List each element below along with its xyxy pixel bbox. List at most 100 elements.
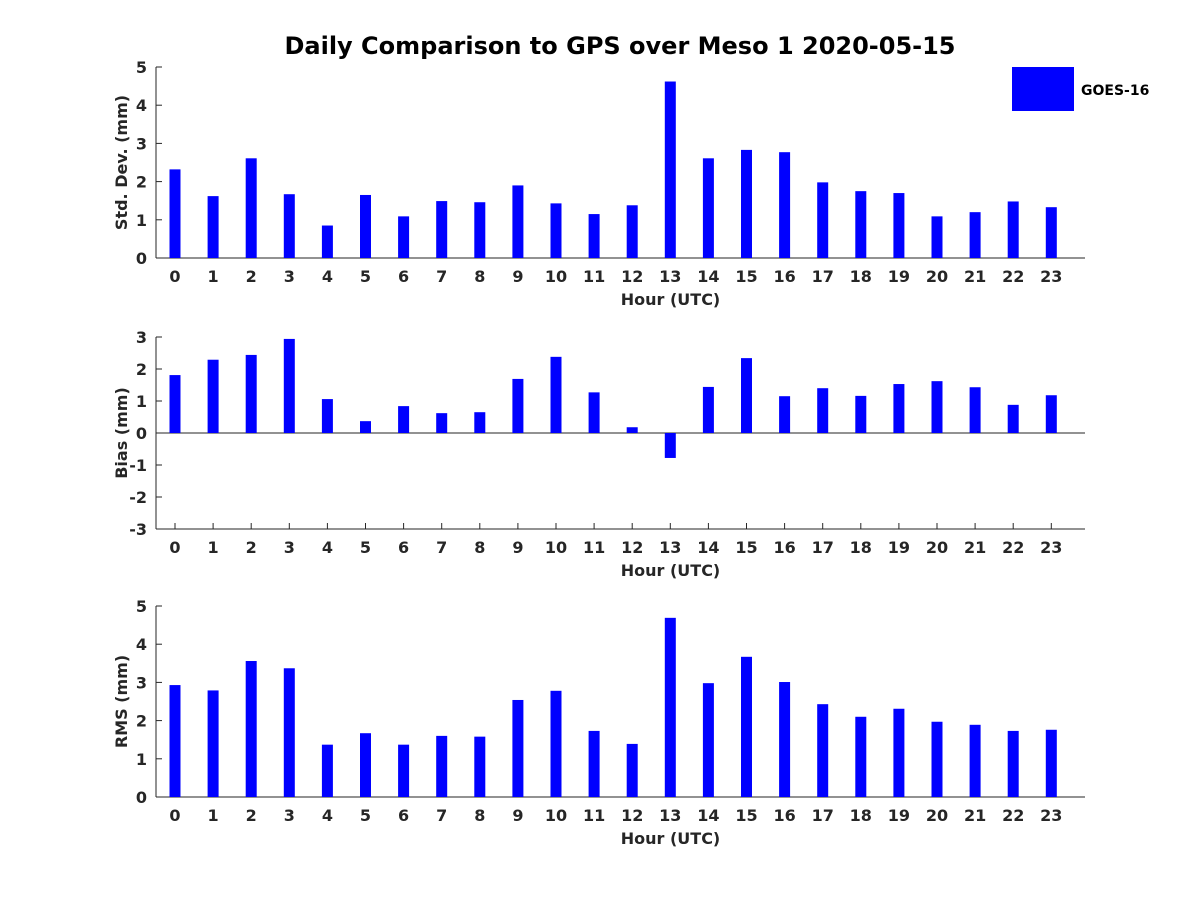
bias-y-axis-label: Bias (mm) (112, 387, 131, 479)
std-dev-x-tick-label: 20 (926, 267, 948, 286)
std-dev-bar (169, 169, 181, 258)
std-dev-x-tick-label: 16 (773, 267, 795, 286)
std-dev-bar (664, 81, 676, 259)
std-dev-bar (779, 152, 791, 258)
rms-bar (664, 617, 676, 797)
std-dev-x-tick-label: 1 (208, 267, 219, 286)
bias-y-tick-label: -2 (129, 488, 147, 507)
bias-bar (702, 386, 714, 433)
rms-x-tick-label: 6 (398, 806, 409, 825)
bias-x-tick-label: 8 (474, 538, 485, 557)
std-dev-bar (702, 158, 714, 258)
bias-y-tick-label: 0 (136, 424, 147, 443)
bias-bar (893, 384, 905, 433)
rms-x-tick-label: 7 (436, 806, 447, 825)
std-dev-bar (207, 196, 219, 258)
std-dev-x-tick-label: 12 (621, 267, 643, 286)
bias-y-tick-label: 2 (136, 360, 147, 379)
std-dev-y-tick-label: 3 (136, 134, 147, 153)
std-dev-bar (398, 216, 410, 258)
bias-x-tick-label: 10 (545, 538, 567, 557)
bias-x-tick-label: 16 (773, 538, 795, 557)
std-dev-bar (969, 212, 981, 258)
std-dev-x-tick-label: 22 (1002, 267, 1024, 286)
rms-x-tick-label: 20 (926, 806, 948, 825)
bias-y-tick-label: 3 (136, 328, 147, 347)
std-dev-x-tick-label: 10 (545, 267, 567, 286)
rms-x-tick-label: 22 (1002, 806, 1024, 825)
bias-x-tick-label: 14 (697, 538, 719, 557)
rms-bar (207, 690, 219, 797)
rms-bar (398, 744, 410, 797)
bias-bar (817, 388, 829, 433)
rms-bar (855, 716, 867, 797)
bias-bar (512, 378, 524, 433)
bias-x-tick-label: 13 (659, 538, 681, 557)
rms-y-tick-label: 1 (136, 750, 147, 769)
std-dev-bar (474, 202, 486, 258)
bias-bar (855, 395, 867, 433)
std-dev-x-tick-label: 11 (583, 267, 605, 286)
bias-x-tick-label: 23 (1040, 538, 1062, 557)
bias-x-tick-label: 5 (360, 538, 371, 557)
rms-y-tick-label: 4 (136, 635, 147, 654)
rms-bar (283, 668, 295, 797)
std-dev-x-tick-label: 2 (246, 267, 257, 286)
bias-x-axis-label: Hour (UTC) (621, 561, 721, 580)
std-dev-x-tick-label: 5 (360, 267, 371, 286)
std-dev-x-axis-label: Hour (UTC) (621, 290, 721, 309)
bias-bar (779, 396, 791, 433)
rms-x-tick-label: 14 (697, 806, 719, 825)
bias-x-tick-label: 21 (964, 538, 986, 557)
bias-x-tick-label: 6 (398, 538, 409, 557)
rms-bar (550, 690, 562, 797)
std-dev-bar (550, 203, 562, 258)
std-dev-x-tick-label: 15 (735, 267, 757, 286)
std-dev-bar (1045, 207, 1057, 258)
std-dev-y-tick-label: 4 (136, 96, 147, 115)
bias-x-tick-label: 12 (621, 538, 643, 557)
rms-x-axis-label: Hour (UTC) (621, 829, 721, 848)
bias-bar (741, 358, 752, 433)
legend: GOES-16 (1012, 67, 1149, 111)
bias-bar (283, 338, 295, 433)
std-dev-bar (855, 191, 867, 258)
std-dev-bar (741, 149, 752, 258)
bias-bar (969, 387, 981, 433)
rms-x-tick-label: 19 (888, 806, 910, 825)
bias-x-tick-label: 19 (888, 538, 910, 557)
bias-bar (1007, 404, 1019, 433)
rms-x-tick-label: 3 (284, 806, 295, 825)
bias-bar (588, 392, 600, 433)
bias-x-tick-label: 11 (583, 538, 605, 557)
rms-bar (588, 730, 600, 797)
rms-bar (626, 743, 638, 797)
bias-bar (398, 406, 410, 433)
std-dev-bar (283, 194, 295, 258)
rms-x-tick-label: 4 (322, 806, 333, 825)
rms-x-tick-label: 18 (850, 806, 872, 825)
rms-x-tick-label: 5 (360, 806, 371, 825)
rms-y-axis-label: RMS (mm) (112, 655, 131, 748)
bias-bar (550, 356, 562, 433)
bias-y-tick-label: -3 (129, 520, 147, 539)
std-dev-x-tick-label: 23 (1040, 267, 1062, 286)
rms-x-tick-label: 17 (812, 806, 834, 825)
rms-x-tick-label: 16 (773, 806, 795, 825)
std-dev-bar (245, 158, 257, 258)
rms-x-tick-label: 8 (474, 806, 485, 825)
std-dev-x-tick-label: 3 (284, 267, 295, 286)
std-dev-bar (817, 182, 829, 258)
rms-y-tick-label: 0 (136, 788, 147, 807)
bias-bar (360, 421, 371, 433)
rms-bar (817, 704, 829, 797)
rms-bar (969, 724, 981, 797)
std-dev-x-tick-label: 21 (964, 267, 986, 286)
std-dev-bar (360, 194, 371, 258)
std-dev-x-tick-label: 14 (697, 267, 719, 286)
std-dev-bar (931, 216, 943, 258)
rms-bar (779, 682, 791, 797)
std-dev-x-tick-label: 4 (322, 267, 333, 286)
rms-x-tick-label: 10 (545, 806, 567, 825)
